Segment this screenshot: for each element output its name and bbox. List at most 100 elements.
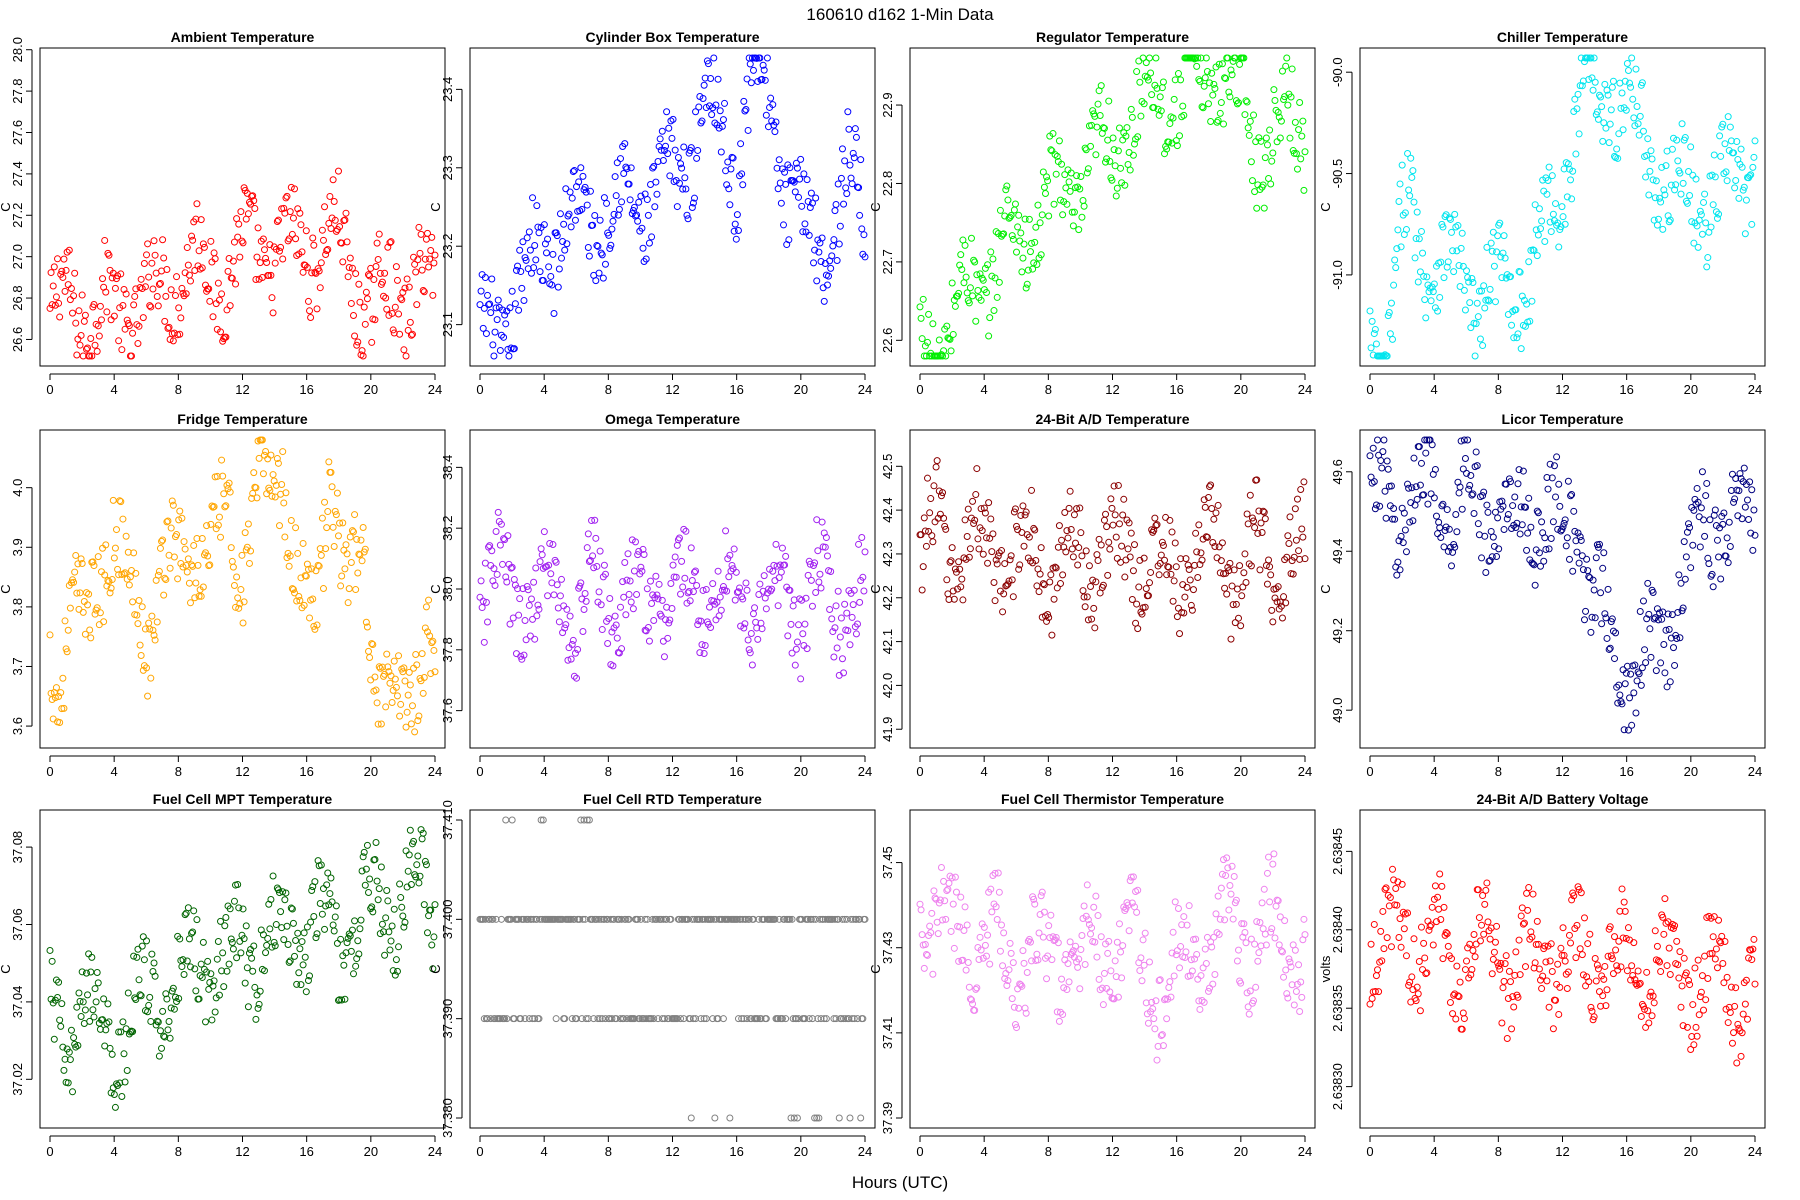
data-point — [502, 573, 510, 581]
data-point — [1196, 561, 1204, 569]
data-point — [1434, 307, 1442, 315]
data-point — [821, 543, 829, 551]
data-point — [1739, 1010, 1747, 1018]
data-point — [653, 591, 661, 599]
data-point — [1473, 299, 1481, 307]
data-point — [82, 589, 90, 597]
data-point — [521, 1015, 529, 1023]
data-point — [282, 889, 290, 897]
data-point — [235, 604, 243, 612]
data-point — [1105, 97, 1113, 105]
data-point — [857, 156, 865, 164]
y-tick-label: 23.3 — [440, 155, 455, 180]
data-point — [1140, 554, 1148, 562]
x-tick-label: 8 — [175, 1144, 182, 1159]
data-point — [199, 240, 207, 248]
data-point — [340, 961, 348, 969]
data-point — [949, 587, 957, 595]
data-point — [1568, 490, 1576, 498]
data-point — [1623, 59, 1631, 67]
data-point — [1091, 624, 1099, 632]
data-point — [1623, 967, 1631, 975]
data-point — [1368, 994, 1376, 1002]
data-point — [73, 589, 81, 597]
data-point — [1192, 54, 1200, 62]
data-point — [82, 345, 90, 353]
data-point — [1097, 82, 1105, 90]
data-point — [281, 896, 289, 904]
data-point — [130, 301, 138, 309]
data-point — [248, 494, 256, 502]
data-point — [570, 167, 578, 175]
data-point — [382, 703, 390, 711]
data-point — [1077, 529, 1085, 537]
data-point — [793, 1114, 801, 1122]
data-point — [977, 946, 985, 954]
data-point — [641, 915, 649, 923]
data-point — [1741, 230, 1749, 238]
data-point — [781, 168, 789, 176]
data-point — [843, 190, 851, 198]
data-point — [718, 586, 726, 594]
y-tick-label: 2.63835 — [1330, 985, 1345, 1032]
data-point — [1210, 515, 1218, 523]
data-point — [515, 306, 523, 314]
data-point — [539, 816, 547, 824]
data-point — [1006, 556, 1014, 564]
data-point — [181, 545, 189, 553]
data-point — [1082, 547, 1090, 555]
data-point — [1078, 931, 1086, 939]
data-point — [1632, 980, 1640, 988]
data-point — [1652, 177, 1660, 185]
data-point — [725, 185, 733, 193]
data-point — [1687, 143, 1695, 151]
data-point — [1171, 539, 1179, 547]
data-point — [1613, 962, 1621, 970]
data-point — [1038, 211, 1046, 219]
data-point — [1697, 211, 1705, 219]
data-point — [772, 118, 780, 126]
data-point — [789, 1015, 797, 1023]
data-point — [1717, 575, 1725, 583]
data-point — [593, 242, 601, 250]
data-point — [1526, 317, 1534, 325]
data-point — [287, 183, 295, 191]
data-point — [649, 164, 657, 172]
y-tick-label: 27.8 — [10, 78, 25, 103]
data-point — [545, 561, 553, 569]
y-tick-label: -91.0 — [1330, 260, 1345, 290]
data-point — [129, 1028, 137, 1036]
data-point — [571, 649, 579, 657]
data-point — [1661, 895, 1669, 903]
data-point — [1437, 916, 1445, 924]
data-point — [1698, 468, 1706, 476]
data-point — [1300, 915, 1308, 923]
y-axis-label: C — [428, 202, 443, 211]
data-point — [286, 208, 294, 216]
data-point — [1110, 482, 1118, 490]
data-point — [613, 159, 621, 167]
data-point — [1730, 1029, 1738, 1037]
data-point — [593, 562, 601, 570]
data-point — [1675, 571, 1683, 579]
data-point — [81, 311, 89, 319]
data-point — [1615, 130, 1623, 138]
data-point — [1097, 541, 1105, 549]
data-point — [225, 479, 233, 487]
data-point — [680, 143, 688, 151]
data-point — [1075, 226, 1083, 234]
data-point — [283, 922, 291, 930]
data-point — [260, 967, 268, 975]
data-point — [635, 198, 643, 206]
data-point — [561, 1015, 569, 1023]
data-point — [1254, 529, 1262, 537]
data-point — [982, 952, 990, 960]
data-point — [846, 641, 854, 649]
y-tick-label: 2.63830 — [1330, 1063, 1345, 1110]
data-point — [1489, 533, 1497, 541]
data-point — [1067, 526, 1075, 534]
data-point — [671, 553, 679, 561]
data-point — [1080, 202, 1088, 210]
data-point — [1483, 501, 1491, 509]
data-point — [1598, 103, 1606, 111]
